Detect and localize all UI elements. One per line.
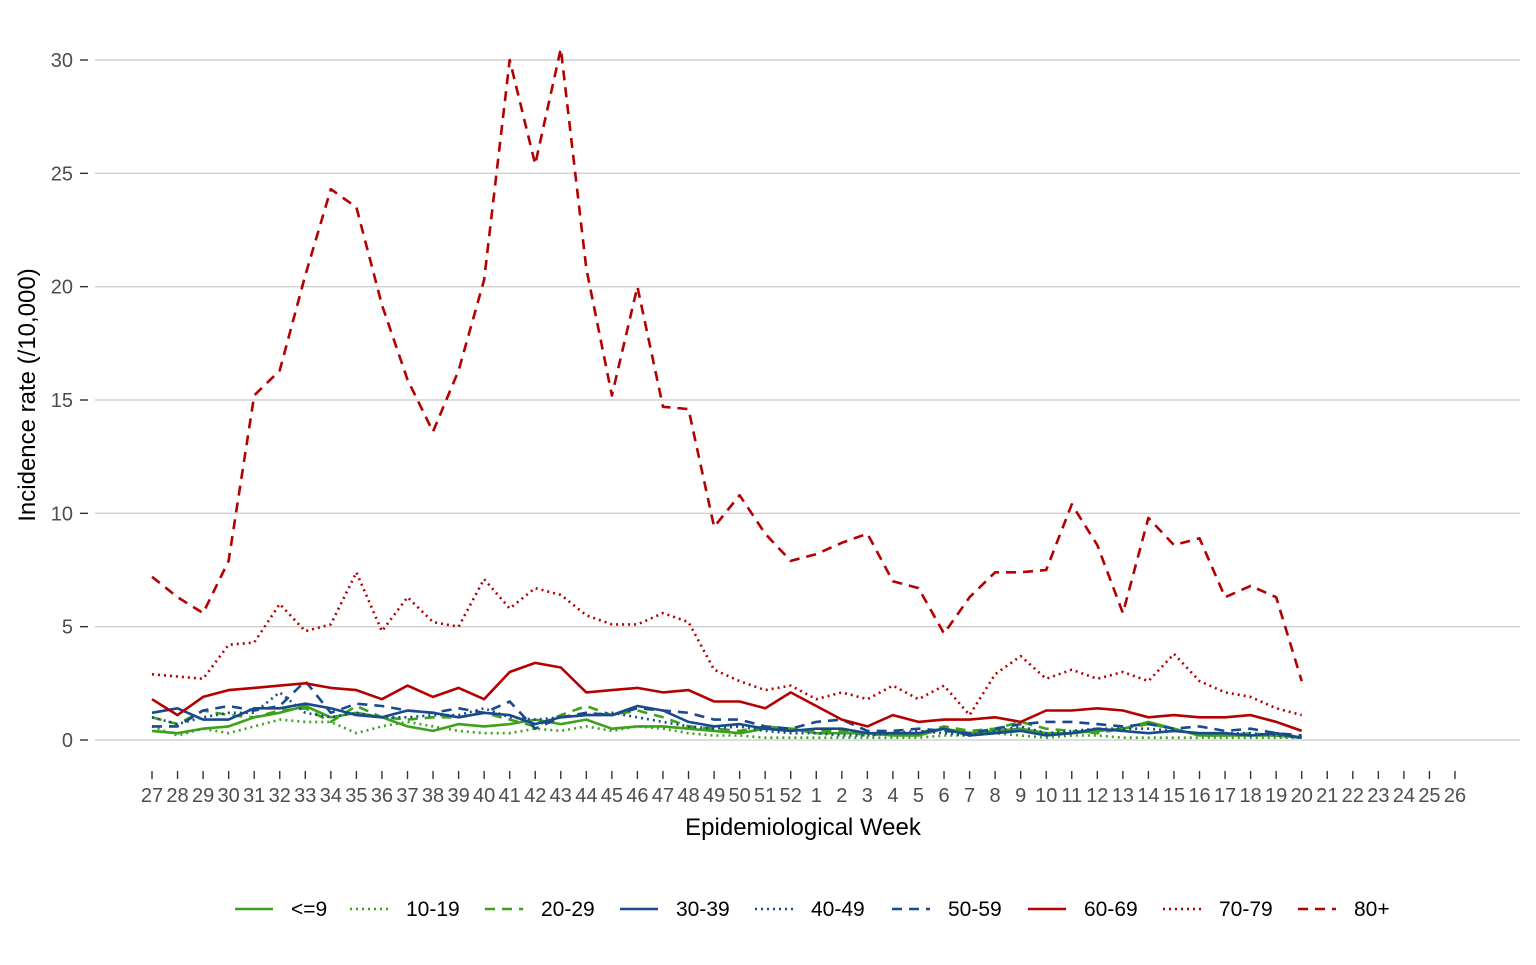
legend-item: 50-59 (892, 898, 1002, 921)
x-tick-label: 1 (811, 785, 822, 807)
x-tick-label: 47 (652, 785, 674, 807)
x-tick-label: 13 (1112, 785, 1134, 807)
x-tick-label: 24 (1393, 785, 1415, 807)
legend-item: 80+ (1298, 898, 1390, 921)
x-tick-label: 29 (192, 785, 214, 807)
legend-label: <=9 (291, 898, 327, 921)
y-tick-label: 25 (51, 163, 73, 185)
legend-item: 70-79 (1163, 898, 1273, 921)
x-tick-label: 22 (1342, 785, 1364, 807)
x-tick-label: 21 (1316, 785, 1338, 807)
x-tick-label: 8 (990, 785, 1001, 807)
x-tick-label: 10 (1035, 785, 1057, 807)
x-tick-label: 16 (1188, 785, 1210, 807)
x-tick-label: 4 (887, 785, 898, 807)
y-axis: 0 5 10 15 20 25 30 (51, 50, 88, 752)
x-axis: 27 28 29 30 31 32 33 34 35 36 37 38 39 40 41 42 43 44 45 46… (141, 771, 1466, 807)
x-tick-label: 40 (473, 785, 495, 807)
x-tick-label: 26 (1444, 785, 1466, 807)
x-tick-label: 50 (729, 785, 751, 807)
x-tick-label: 35 (345, 785, 367, 807)
x-tick-label: 14 (1137, 785, 1159, 807)
x-tick-label: 2 (836, 785, 847, 807)
x-tick-label: 52 (780, 785, 802, 807)
legend-label: 30-39 (676, 898, 730, 921)
x-tick-label: 49 (703, 785, 725, 807)
x-tick-label: 9 (1015, 785, 1026, 807)
x-tick-label: 6 (938, 785, 949, 807)
x-tick-label: 25 (1418, 785, 1440, 807)
y-tick-label: 5 (62, 617, 73, 639)
x-axis-title: Epidemiological Week (685, 814, 922, 841)
x-tick-label: 51 (754, 785, 776, 807)
x-tick-label: 32 (269, 785, 291, 807)
legend-label: 70-79 (1219, 898, 1273, 921)
series-line-7079 (151, 570, 1303, 717)
legend-label: 20-29 (541, 898, 595, 921)
legend-item: 30-39 (620, 898, 730, 921)
legend-item: 10-19 (350, 898, 460, 921)
series-line-6069 (151, 661, 1303, 733)
x-tick-label: 37 (396, 785, 418, 807)
x-tick-label: 11 (1061, 785, 1082, 807)
x-tick-label: 17 (1214, 785, 1236, 807)
x-tick-label: 34 (320, 785, 342, 807)
gridlines (95, 59, 1520, 741)
x-tick-label: 45 (601, 785, 623, 807)
x-tick-label: 5 (913, 785, 924, 807)
x-tick-label: 18 (1239, 785, 1261, 807)
series-line-5059 (152, 679, 1302, 737)
legend-item: 60-69 (1028, 898, 1138, 921)
y-axis-title: Incidence rate (/10,000) (14, 268, 41, 522)
legend-label: 80+ (1354, 898, 1390, 921)
x-tick-label: 15 (1163, 785, 1185, 807)
legend: <=9 10-19 20-29 30-39 40-49 50-59 60-69 70-79 80… (235, 898, 1390, 921)
series-line-3039 (151, 702, 1302, 739)
series-line-9 (151, 704, 1302, 739)
x-tick-label: 38 (422, 785, 444, 807)
x-tick-label: 30 (218, 785, 240, 807)
legend-item: <=9 (235, 898, 327, 921)
x-tick-label: 12 (1086, 785, 1108, 807)
y-tick-label: 10 (51, 503, 73, 525)
x-tick-label: 39 (447, 785, 469, 807)
x-tick-label: 41 (499, 785, 521, 807)
x-tick-label: 33 (294, 785, 316, 807)
x-tick-label: 46 (626, 785, 648, 807)
x-tick-label: 28 (166, 785, 188, 807)
x-tick-label: 44 (575, 785, 597, 807)
legend-label: 50-59 (948, 898, 1002, 921)
y-tick-label: 30 (51, 50, 73, 72)
x-tick-label: 20 (1291, 785, 1313, 807)
legend-label: 60-69 (1084, 898, 1138, 921)
y-tick-label: 20 (51, 277, 73, 299)
x-tick-label: 27 (141, 785, 163, 807)
legend-item: 20-29 (485, 898, 595, 921)
y-tick-label: 15 (51, 390, 73, 412)
y-tick-label: 0 (62, 730, 73, 752)
x-tick-label: 7 (964, 785, 975, 807)
series-line-80plus (151, 47, 1303, 682)
x-tick-label: 48 (677, 785, 699, 807)
x-tick-label: 3 (862, 785, 873, 807)
x-tick-label: 23 (1367, 785, 1389, 807)
legend-label: 10-19 (406, 898, 460, 921)
series-lines (151, 47, 1303, 740)
x-tick-label: 42 (524, 785, 546, 807)
x-tick-label: 31 (243, 785, 265, 807)
x-tick-label: 36 (371, 785, 393, 807)
x-tick-label: 43 (550, 785, 572, 807)
legend-label: 40-49 (811, 898, 865, 921)
x-tick-label: 19 (1265, 785, 1287, 807)
legend-item: 40-49 (755, 898, 865, 921)
